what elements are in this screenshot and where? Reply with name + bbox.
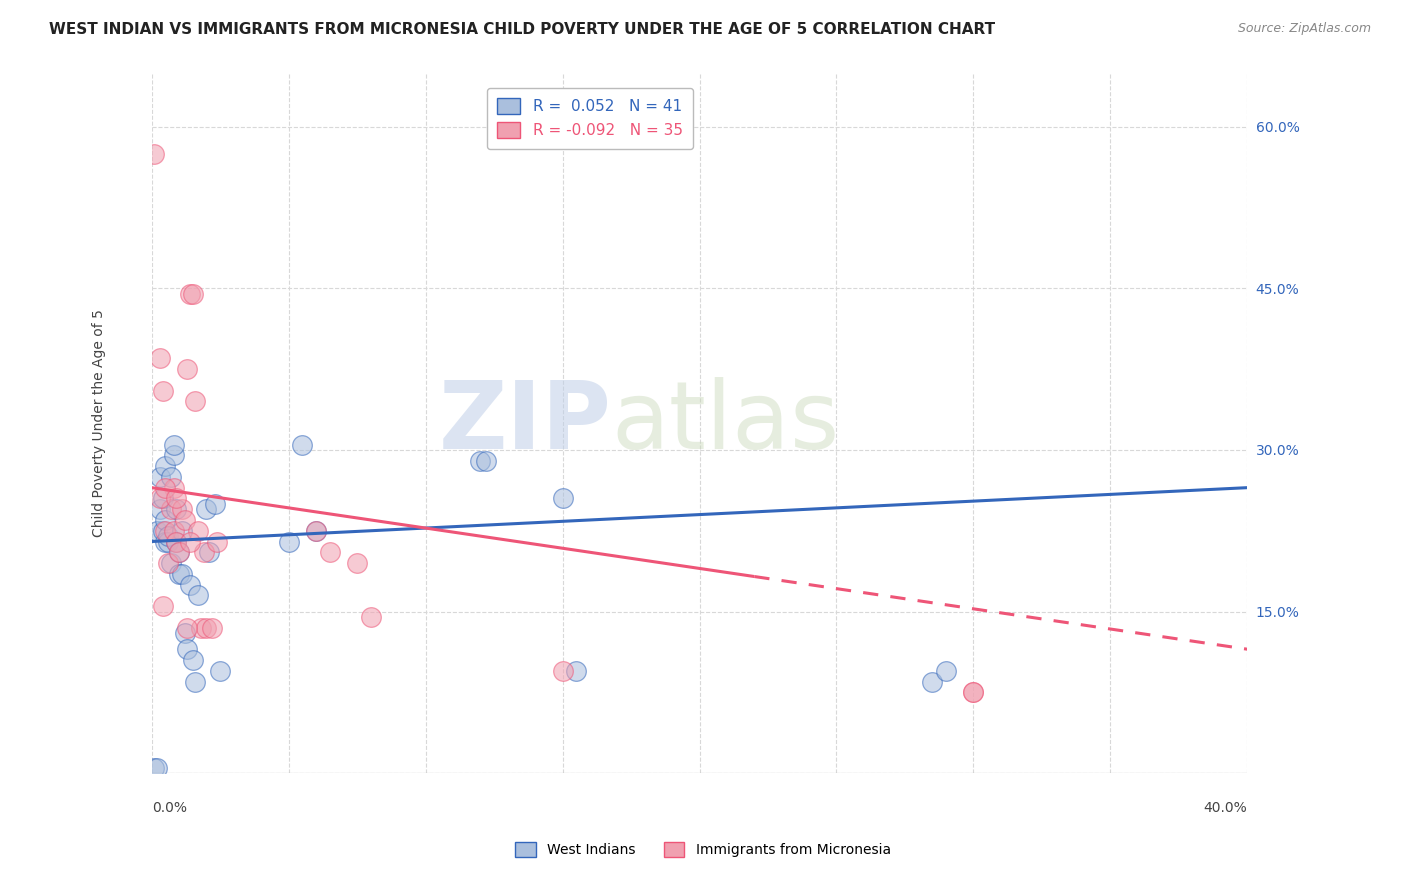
Text: atlas: atlas — [612, 377, 841, 469]
Point — [187, 588, 209, 602]
Point — [291, 437, 314, 451]
Point — [155, 513, 177, 527]
Point — [962, 685, 984, 699]
Point — [152, 524, 174, 538]
Point — [157, 556, 180, 570]
Legend: West Indians, Immigrants from Micronesia: West Indians, Immigrants from Micronesia — [510, 837, 896, 863]
Point — [204, 497, 226, 511]
Text: Source: ZipAtlas.com: Source: ZipAtlas.com — [1237, 22, 1371, 36]
Point — [162, 437, 184, 451]
Point — [155, 459, 177, 474]
Point — [184, 674, 207, 689]
Legend: R =  0.052   N = 41, R = -0.092   N = 35: R = 0.052 N = 41, R = -0.092 N = 35 — [486, 87, 693, 149]
Point — [179, 577, 201, 591]
Point — [165, 491, 187, 506]
Point — [360, 610, 382, 624]
Point — [170, 502, 193, 516]
Point — [551, 491, 574, 506]
Point — [143, 146, 166, 161]
Point — [170, 524, 193, 538]
Point — [165, 534, 187, 549]
Point — [187, 524, 209, 538]
Point — [170, 566, 193, 581]
Point — [159, 470, 181, 484]
Point — [475, 454, 498, 468]
Point — [155, 534, 177, 549]
Point — [179, 534, 201, 549]
Point — [157, 534, 180, 549]
Point — [162, 448, 184, 462]
Point — [165, 502, 187, 516]
Point — [318, 545, 340, 559]
Point — [149, 491, 172, 506]
Point — [149, 470, 172, 484]
Point — [346, 556, 368, 570]
Point — [176, 642, 198, 657]
Point — [176, 621, 198, 635]
Point — [152, 384, 174, 398]
Point — [176, 362, 198, 376]
Point — [155, 481, 177, 495]
Point — [149, 351, 172, 366]
Point — [152, 491, 174, 506]
Point — [155, 524, 177, 538]
Point — [198, 545, 221, 559]
Point — [167, 545, 190, 559]
Point — [167, 545, 190, 559]
Point — [962, 685, 984, 699]
Point — [935, 664, 957, 678]
Text: WEST INDIAN VS IMMIGRANTS FROM MICRONESIA CHILD POVERTY UNDER THE AGE OF 5 CORRE: WEST INDIAN VS IMMIGRANTS FROM MICRONESI… — [49, 22, 995, 37]
Point — [551, 664, 574, 678]
Point — [470, 454, 492, 468]
Point — [159, 556, 181, 570]
Point — [162, 524, 184, 538]
Point — [209, 664, 232, 678]
Point — [157, 529, 180, 543]
Point — [159, 502, 181, 516]
Point — [921, 674, 943, 689]
Point — [162, 481, 184, 495]
Point — [146, 524, 169, 538]
Point — [143, 761, 166, 775]
Text: 40.0%: 40.0% — [1204, 801, 1247, 815]
Point — [179, 286, 201, 301]
Point — [146, 761, 169, 775]
Point — [305, 524, 328, 538]
Point — [305, 524, 328, 538]
Point — [167, 566, 190, 581]
Point — [184, 394, 207, 409]
Point — [190, 621, 212, 635]
Point — [173, 513, 195, 527]
Point — [181, 286, 204, 301]
Point — [149, 502, 172, 516]
Text: ZIP: ZIP — [439, 377, 612, 469]
Point — [277, 534, 299, 549]
Point — [201, 621, 224, 635]
Point — [565, 664, 588, 678]
Point — [152, 599, 174, 614]
Point — [165, 534, 187, 549]
Point — [207, 534, 229, 549]
Point — [193, 545, 215, 559]
Point — [195, 621, 218, 635]
Text: Child Poverty Under the Age of 5: Child Poverty Under the Age of 5 — [91, 310, 105, 537]
Text: 0.0%: 0.0% — [152, 801, 187, 815]
Point — [173, 626, 195, 640]
Point — [181, 653, 204, 667]
Point — [195, 502, 218, 516]
